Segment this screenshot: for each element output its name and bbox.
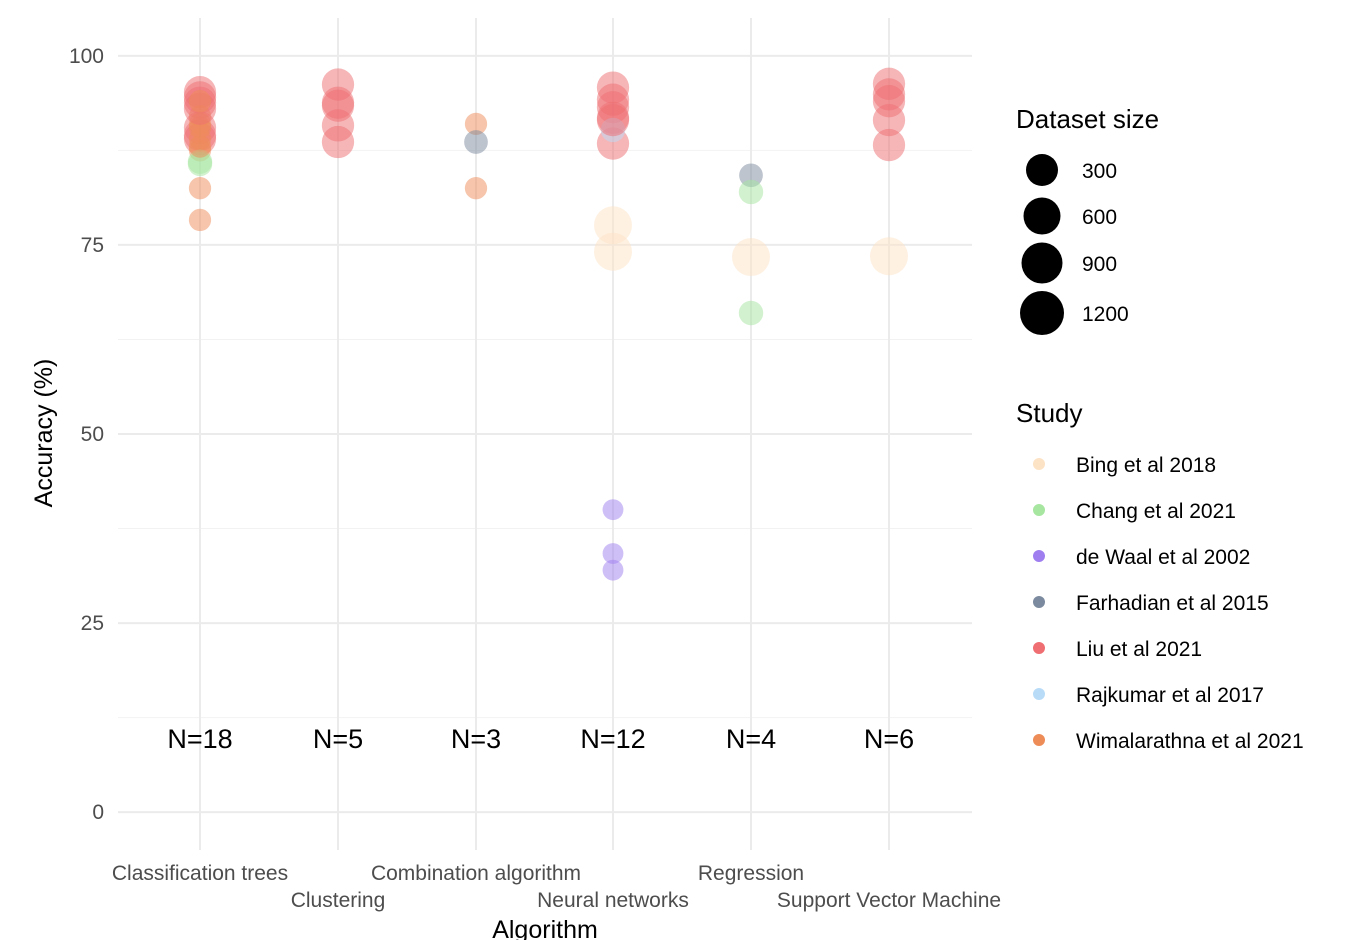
study-legend-label: Chang et al 2021	[1076, 500, 1236, 523]
y-axis-ticks: 0 25 50 75 100	[69, 45, 104, 824]
study-legend-label: Liu et al 2021	[1076, 638, 1202, 661]
size-legend: Dataset size 300 600 900 1200	[1016, 104, 1159, 335]
data-points	[183, 67, 908, 581]
size-legend-label: 600	[1082, 206, 1117, 229]
study-legend-key	[1033, 642, 1045, 654]
size-legend-key	[1020, 291, 1064, 335]
data-point	[739, 163, 763, 188]
study-legend-key	[1033, 734, 1045, 746]
y-tick-label: 25	[81, 612, 104, 635]
size-legend-title: Dataset size	[1016, 104, 1159, 134]
x-tick-label: Support Vector Machine	[777, 889, 1001, 912]
study-legend: Study Bing et al 2018 Chang et al 2021 de …	[1016, 398, 1304, 753]
count-label: N=4	[726, 724, 776, 754]
data-point	[870, 237, 908, 276]
data-point	[732, 238, 770, 277]
data-point	[872, 103, 906, 137]
size-legend-key	[1026, 154, 1058, 186]
data-point	[602, 499, 624, 521]
data-point	[594, 206, 632, 245]
data-point	[321, 125, 355, 159]
plot-grid	[118, 18, 972, 850]
size-legend-key	[1021, 242, 1063, 284]
x-tick-label: Clustering	[291, 889, 386, 912]
data-point	[872, 128, 906, 162]
count-label: N=6	[864, 724, 914, 754]
size-legend-label: 300	[1082, 160, 1117, 183]
x-tick-label: Classification trees	[112, 862, 288, 885]
data-point	[188, 177, 212, 200]
data-point	[602, 543, 624, 564]
data-point	[464, 130, 488, 154]
data-point	[188, 90, 212, 113]
study-legend-key	[1033, 458, 1045, 470]
count-label: N=5	[313, 724, 363, 754]
data-point	[602, 559, 624, 581]
count-labels: N=18 N=5 N=3 N=12 N=4 N=6	[167, 724, 914, 754]
study-legend-label: Farhadian et al 2015	[1076, 592, 1269, 615]
count-label: N=12	[580, 724, 645, 754]
data-point	[738, 179, 764, 205]
data-point	[464, 112, 488, 136]
y-tick-label: 75	[81, 234, 104, 257]
study-legend-key	[1033, 688, 1045, 700]
size-legend-label: 900	[1082, 253, 1117, 276]
study-legend-label: Rajkumar et al 2017	[1076, 684, 1264, 707]
study-legend-title: Study	[1016, 398, 1083, 428]
study-legend-key	[1033, 550, 1045, 562]
data-point	[596, 103, 630, 137]
count-label: N=3	[451, 724, 501, 754]
data-point	[188, 135, 212, 158]
x-axis-title: Algorithm	[492, 916, 598, 940]
data-point	[187, 151, 213, 177]
study-legend-label: Wimalarathna et al 2021	[1076, 730, 1304, 753]
y-tick-label: 100	[69, 45, 104, 68]
data-point	[188, 208, 212, 232]
size-legend-label: 1200	[1082, 303, 1129, 326]
size-legend-key	[1023, 197, 1061, 235]
y-tick-label: 50	[81, 423, 104, 446]
count-label: N=18	[167, 724, 232, 754]
y-tick-label: 0	[92, 801, 104, 824]
data-point	[464, 177, 488, 200]
study-legend-label: Bing et al 2018	[1076, 454, 1216, 477]
y-axis-title: Accuracy (%)	[30, 359, 58, 508]
data-point	[738, 300, 764, 326]
x-tick-label: Combination algorithm	[371, 862, 581, 885]
study-legend-key	[1033, 504, 1045, 516]
study-legend-key	[1033, 596, 1045, 608]
x-tick-label: Regression	[698, 862, 804, 885]
data-point	[594, 232, 632, 271]
study-legend-label: de Waal et al 2002	[1076, 546, 1250, 569]
x-tick-label: Neural networks	[537, 889, 689, 912]
